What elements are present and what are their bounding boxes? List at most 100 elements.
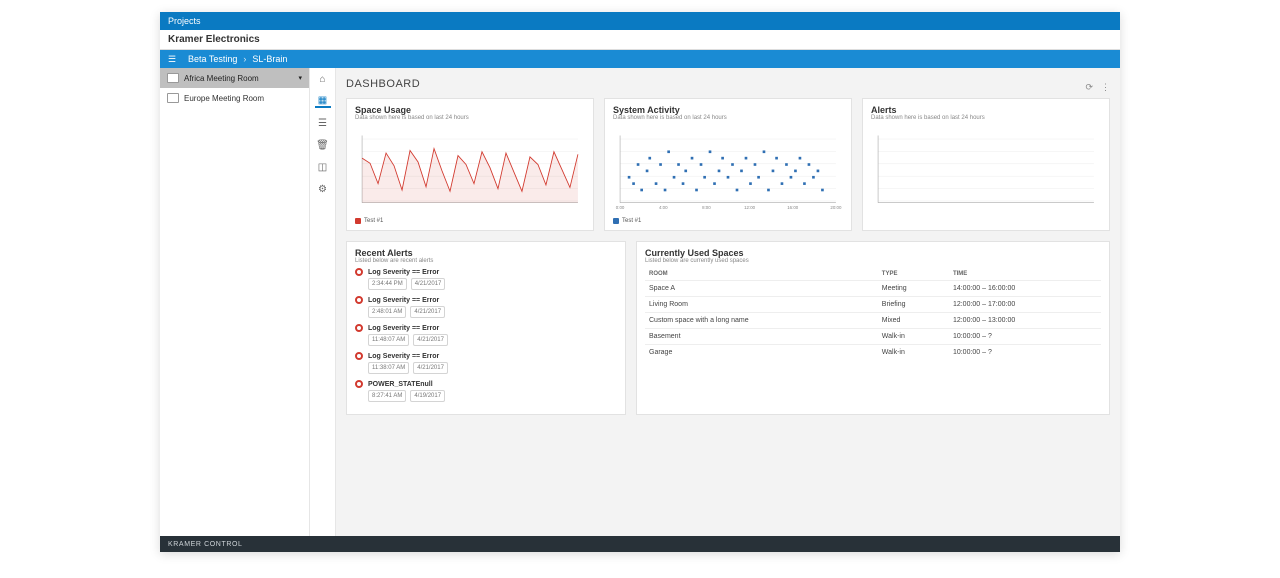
sidebar-item-label: Europe Meeting Room — [184, 94, 264, 103]
sidebar-item-0[interactable]: Africa Meeting Room ▾ — [160, 68, 309, 88]
alert-severity-icon — [355, 380, 363, 388]
used-spaces-card: Currently Used Spaces Listed below are c… — [636, 241, 1110, 415]
svg-text:4:00: 4:00 — [659, 205, 668, 210]
card-title: Alerts — [871, 105, 1101, 115]
svg-text:16:00: 16:00 — [787, 205, 799, 210]
alert-severity-icon — [355, 268, 363, 276]
footer-bar: KRAMER CONTROL — [160, 536, 1120, 552]
alert-item[interactable]: Log Severity == Error 11:38:07 AM 4/21/201… — [355, 352, 617, 374]
table-row[interactable]: GarageWalk-in10:00:00 – ? — [645, 345, 1101, 361]
space-usage-chart — [355, 125, 585, 215]
brand-bar: Kramer Electronics — [160, 30, 1120, 50]
alert-item[interactable]: POWER_STATEnull8:27:41 AM4/19/2017 — [355, 380, 617, 402]
app-window: Projects Kramer Electronics ☰ Beta Testi… — [160, 12, 1120, 552]
alert-label: Log Severity == Error — [368, 297, 439, 304]
table-cell: Garage — [645, 345, 878, 361]
used-spaces-table: ROOMTYPETIME Space AMeeting14:00:00 – 16… — [645, 268, 1101, 360]
alert-label: Log Severity == Error — [368, 325, 439, 332]
alert-time: 11:38:07 AM — [368, 362, 409, 374]
breadcrumb-sep: › — [243, 54, 246, 64]
svg-text:12:00: 12:00 — [744, 205, 756, 210]
projects-label[interactable]: Projects — [168, 16, 201, 26]
alert-date: 4/21/2017 — [411, 278, 446, 290]
room-icon — [167, 93, 179, 103]
table-cell: Walk-in — [878, 345, 949, 361]
legend-label: Test #1 — [622, 218, 641, 224]
table-cell: Space A — [645, 281, 878, 297]
breadcrumb-current[interactable]: SL-Brain — [252, 54, 287, 64]
dashboard-icon[interactable]: ▦ — [315, 94, 331, 108]
brand-name: Kramer Electronics — [168, 34, 260, 45]
alert-severity-icon — [355, 352, 363, 360]
context-name[interactable]: Beta Testing — [188, 54, 237, 64]
alert-time: 2:34:44 PM — [368, 278, 407, 290]
table-cell: 12:00:00 – 13:00:00 — [949, 313, 1101, 329]
chart-row: Space Usage Data shown here is based on … — [346, 98, 1110, 231]
alert-date: 4/21/2017 — [413, 334, 448, 346]
footer-brand: KRAMER CONTROL — [168, 541, 243, 548]
table-cell: 10:00:00 – ? — [949, 345, 1101, 361]
alert-label: POWER_STATEnull — [368, 381, 433, 388]
alert-date: 4/21/2017 — [410, 306, 445, 318]
system-activity-chart: 0:00 4:00 8:00 12:00 16:00 20:00 — [613, 125, 843, 215]
table-cell: Basement — [645, 329, 878, 345]
table-row[interactable]: BasementWalk-in10:00:00 – ? — [645, 329, 1101, 345]
alert-time: 11:48:07 AM — [368, 334, 409, 346]
svg-text:0:00: 0:00 — [616, 205, 625, 210]
table-cell: Custom space with a long name — [645, 313, 878, 329]
alert-severity-icon — [355, 296, 363, 304]
room-icon — [167, 73, 179, 83]
table-cell: Mixed — [878, 313, 949, 329]
card-title: Recent Alerts — [355, 248, 617, 258]
legend: Test #1 — [355, 218, 585, 224]
settings-icon[interactable]: ⚙ — [315, 182, 331, 196]
svg-text:20:00: 20:00 — [830, 205, 842, 210]
table-row[interactable]: Custom space with a long nameMixed12:00:… — [645, 313, 1101, 329]
sidebar-item-label: Africa Meeting Room — [184, 74, 259, 83]
alert-label: Log Severity == Error — [368, 269, 439, 276]
lower-row: Recent Alerts Listed below are recent al… — [346, 241, 1110, 415]
alert-date: 4/19/2017 — [410, 390, 445, 402]
main-content: DASHBOARD ⟳ ⋮ Space Usage Data shown her… — [336, 68, 1120, 536]
table-row[interactable]: Space AMeeting14:00:00 – 16:00:00 — [645, 281, 1101, 297]
legend-dot-icon — [613, 218, 619, 224]
alert-item[interactable]: Log Severity == Error 2:34:44 PM 4/21/2017 — [355, 268, 617, 290]
card-subtitle: Data shown here is based on last 24 hour… — [613, 115, 843, 121]
card-title: Currently Used Spaces — [645, 248, 1101, 258]
space-usage-card: Space Usage Data shown here is based on … — [346, 98, 594, 231]
table-cell: 10:00:00 – ? — [949, 329, 1101, 345]
sidebar-item-1[interactable]: Europe Meeting Room — [160, 88, 309, 108]
table-row[interactable]: Living RoomBriefing12:00:00 – 17:00:00 — [645, 297, 1101, 313]
alert-item[interactable]: Log Severity == Error 2:48:01 AM 4/21/2017 — [355, 296, 617, 318]
alert-severity-icon — [355, 324, 363, 332]
document-icon[interactable]: ☰ — [315, 116, 331, 130]
card-subtitle: Data shown here is based on last 24 hour… — [355, 115, 585, 121]
svg-text:8:00: 8:00 — [702, 205, 711, 210]
table-header: ROOM — [645, 268, 878, 281]
chevron-down-icon: ▾ — [298, 74, 302, 82]
card-subtitle: Listed below are recent alerts — [355, 258, 617, 264]
alert-label: Log Severity == Error — [368, 353, 439, 360]
alerts-chart — [871, 125, 1101, 215]
alert-time: 2:48:01 AM — [368, 306, 406, 318]
table-cell: Briefing — [878, 297, 949, 313]
recent-alerts-card: Recent Alerts Listed below are recent al… — [346, 241, 626, 415]
table-cell: Walk-in — [878, 329, 949, 345]
chart-icon[interactable]: ◫ — [315, 160, 331, 174]
trash-icon[interactable]: 🗑 — [315, 138, 331, 152]
home-icon[interactable]: ⌂ — [315, 72, 331, 86]
context-bar: ☰ Beta Testing › SL-Brain — [160, 50, 1120, 68]
card-subtitle: Listed below are currently used spaces — [645, 258, 1101, 264]
alert-item[interactable]: Log Severity == Error 11:48:07 AM 4/21/201… — [355, 324, 617, 346]
sidebar: Africa Meeting Room ▾ Europe Meeting Room — [160, 68, 310, 536]
system-activity-card: System Activity Data shown here is based… — [604, 98, 852, 231]
menu-icon[interactable]: ☰ — [168, 54, 182, 65]
table-header: TIME — [949, 268, 1101, 281]
more-icon[interactable]: ⋮ — [1101, 82, 1110, 93]
table-cell: Meeting — [878, 281, 949, 297]
table-cell: 14:00:00 – 16:00:00 — [949, 281, 1101, 297]
alert-date: 4/21/2017 — [413, 362, 448, 374]
page-actions: ⟳ ⋮ — [1085, 82, 1110, 93]
card-title: System Activity — [613, 105, 843, 115]
refresh-icon[interactable]: ⟳ — [1085, 82, 1093, 93]
